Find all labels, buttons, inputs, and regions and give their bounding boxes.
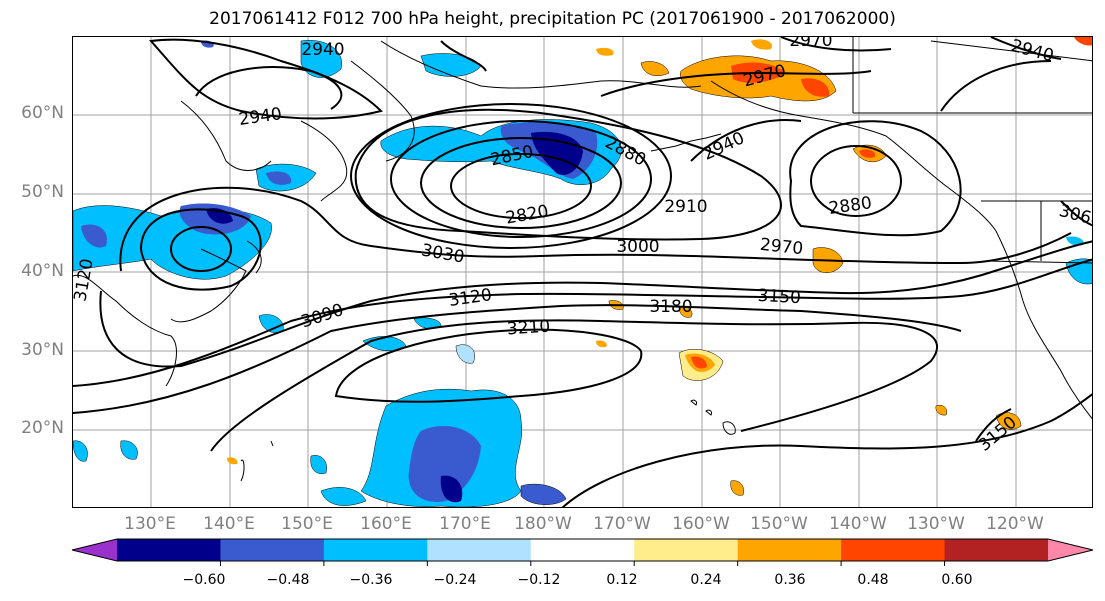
contour-label: 2910	[664, 197, 707, 217]
map-canvas: 2940 2970 2940 2940 2970 2940 2850 2880 …	[73, 37, 1093, 507]
colorbar-tick: 0.12	[606, 572, 638, 588]
lon-label-140w: 140°W	[829, 514, 887, 534]
colorbar-segment	[530, 539, 635, 561]
colorbar-segment	[841, 539, 946, 561]
colorbar-tick: 0.36	[774, 572, 806, 588]
lon-label-130w: 130°W	[907, 514, 965, 534]
contour-label: 2970	[789, 37, 832, 51]
lon-label-130e: 130°E	[124, 514, 176, 534]
colorbar	[71, 538, 1094, 566]
lat-label-40n: 40°N	[21, 261, 64, 281]
lon-label-180w: 180°W	[514, 514, 572, 534]
colorbar-tick: 0.60	[941, 572, 973, 588]
precip-negative-shading	[73, 40, 1092, 507]
precip-positive-shading	[227, 37, 1092, 496]
contour-label: 3060	[1057, 201, 1093, 232]
colorbar-tick: 0.24	[690, 572, 722, 588]
graticule	[73, 37, 1092, 507]
contour-label: 2940	[301, 40, 344, 60]
colorbar-segment	[323, 539, 428, 561]
height-contours	[73, 37, 1092, 507]
lon-label-170e: 170°E	[439, 514, 491, 534]
colorbar-tick: −0.48	[266, 572, 310, 588]
colorbar-outline	[71, 538, 1094, 562]
contour-label: 2820	[504, 201, 550, 228]
colorbar-segment	[427, 539, 532, 561]
colorbar-tick: −0.60	[182, 572, 226, 588]
lon-label-150e: 150°E	[281, 514, 333, 534]
colorbar-segment	[634, 539, 739, 561]
colorbar-segment	[220, 539, 325, 561]
colorbar-segment	[737, 539, 842, 561]
lon-label-160w: 160°W	[672, 514, 730, 534]
contour-label: 3210	[506, 317, 551, 340]
colorbar-tick: 0.48	[857, 572, 889, 588]
colorbar-segment	[117, 539, 221, 561]
lon-label-170w: 170°W	[593, 514, 651, 534]
colorbar-extend-high	[1048, 539, 1093, 561]
lat-label-60n: 60°N	[21, 103, 64, 123]
lon-label-150w: 150°W	[750, 514, 808, 534]
contour-label: 2940	[237, 104, 283, 130]
contour-label: 3000	[616, 237, 659, 257]
contour-label: 3180	[649, 297, 692, 317]
map-panel: 2940 2970 2940 2940 2970 2940 2850 2880 …	[72, 36, 1093, 508]
lat-label-30n: 30°N	[21, 340, 64, 360]
contour-label: 3090	[299, 300, 346, 332]
contour-label: 2940	[700, 128, 748, 164]
colorbar-extend-low	[72, 539, 117, 561]
lat-label-50n: 50°N	[21, 182, 64, 202]
colorbar-tick: −0.36	[349, 572, 393, 588]
colorbar-segment	[944, 539, 1049, 561]
lon-label-120w: 120°W	[986, 514, 1044, 534]
lon-label-160e: 160°E	[360, 514, 412, 534]
coastlines	[73, 37, 1092, 420]
map-title: 2017061412 F012 700 hPa height, precipit…	[209, 9, 896, 29]
contour-label: 3120	[73, 257, 98, 303]
contour-label: 3150	[757, 286, 801, 308]
colorbar-tick: −0.12	[517, 572, 561, 588]
contour-label: 2970	[759, 235, 804, 259]
colorbar-tick: −0.24	[433, 572, 477, 588]
islands	[240, 399, 736, 482]
lon-label-140e: 140°E	[203, 514, 255, 534]
lat-label-20n: 20°N	[21, 418, 64, 438]
